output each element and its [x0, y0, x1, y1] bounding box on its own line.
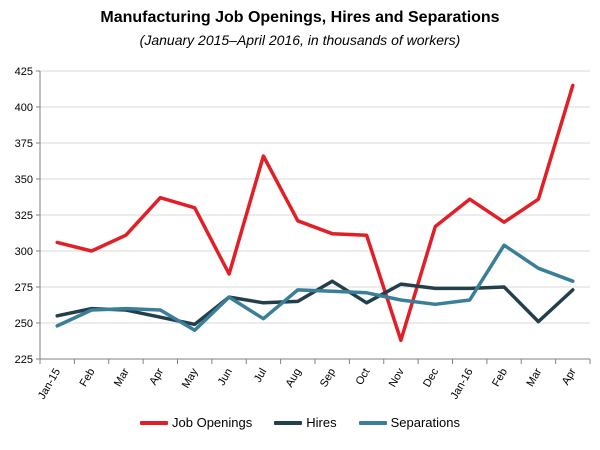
- x-tick-label: Aug: [284, 366, 304, 389]
- legend-swatch: [358, 420, 387, 425]
- gridlines: [40, 70, 590, 324]
- x-tick-label: Nov: [387, 366, 407, 389]
- series-lines: [55, 83, 575, 343]
- legend-swatch: [140, 420, 169, 425]
- x-tick-label: Dec: [421, 366, 441, 389]
- x-tick-label: May: [180, 366, 201, 390]
- y-tick-label: 350: [15, 174, 33, 186]
- x-tick-label: Feb: [78, 366, 98, 388]
- x-tick-label: Jan-16: [448, 366, 475, 401]
- y-tick-label: 325: [15, 210, 33, 222]
- x-tick-label: Apr: [560, 366, 579, 387]
- legend-label: Hires: [306, 415, 337, 430]
- x-tick-label: Jun: [216, 366, 235, 387]
- chart-title: Manufacturing Job Openings, Hires and Se…: [100, 9, 500, 26]
- legend-swatch: [274, 420, 303, 425]
- y-tick-label: 400: [15, 102, 33, 114]
- series-line-hires: [55, 279, 575, 327]
- y-tick-label: 275: [15, 282, 33, 294]
- y-tick-label: 250: [15, 318, 33, 330]
- x-tick-labels: Jan-15 Feb Mar Apr May Jun Jul Aug Sep Oct Nov Dec J…: [36, 366, 579, 402]
- axes: [36, 70, 591, 364]
- x-tick-label: Mar: [525, 366, 545, 389]
- x-tick-label: Sep: [318, 366, 338, 389]
- legend-label: Job Openings: [172, 415, 253, 430]
- chart-legend: Job Openings Hires Separations: [0, 415, 600, 430]
- legend-item: Job Openings: [140, 415, 252, 430]
- x-tick-label: Mar: [112, 366, 132, 389]
- x-tick-label: Jul: [252, 366, 269, 384]
- x-tick-label: Feb: [490, 366, 510, 388]
- x-tick-label: Oct: [354, 366, 373, 387]
- y-tick-label: 425: [15, 66, 33, 78]
- series-line-job-openings: [55, 83, 575, 343]
- y-tick-label: 300: [15, 246, 33, 258]
- legend-item: Hires: [274, 415, 337, 430]
- y-tick-labels: 225 250 275 300 325 350 375 400 425: [15, 66, 33, 366]
- x-tick-label: Apr: [147, 366, 166, 387]
- y-tick-label: 225: [15, 354, 33, 366]
- y-tick-label: 375: [15, 138, 33, 150]
- legend-item: Separations: [358, 415, 460, 430]
- x-tick-label: Jan-15: [36, 366, 63, 401]
- chart-subtitle: (January 2015–April 2016, in thousands o…: [139, 32, 461, 48]
- series-line-separations: [55, 243, 575, 332]
- legend-label: Separations: [390, 415, 460, 430]
